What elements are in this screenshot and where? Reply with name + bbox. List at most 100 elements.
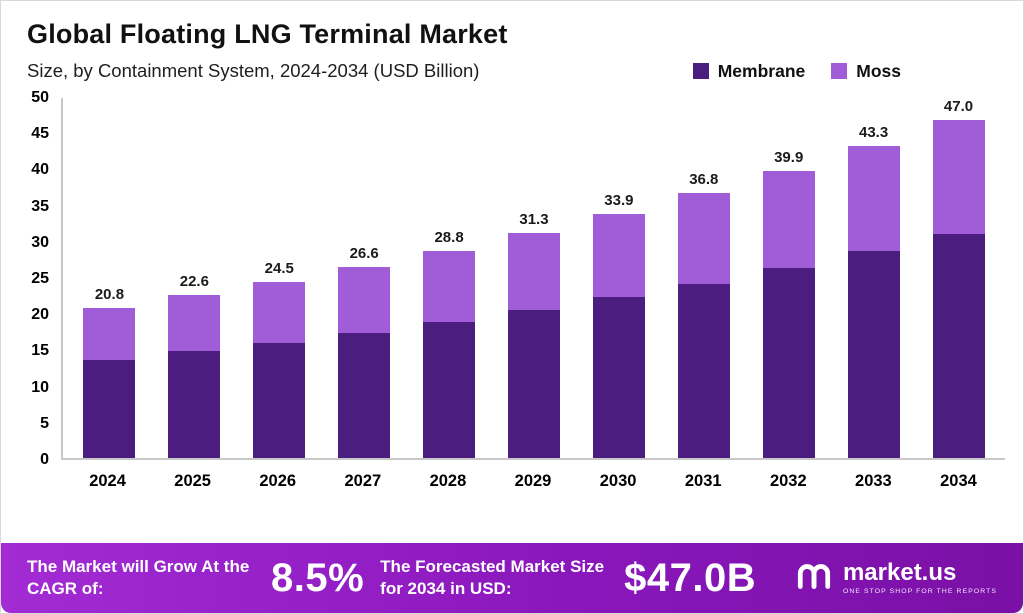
y-tick-label: 40 (31, 161, 49, 179)
header: Global Floating LNG Terminal Market Size… (1, 1, 1023, 82)
bar-segment-moss (762, 170, 815, 268)
bar-segment-membrane (932, 234, 985, 458)
market-us-logo-icon (795, 557, 833, 600)
bar-stack (253, 281, 306, 458)
bar-stack (677, 193, 730, 458)
footer-banner: The Market will Grow At the CAGR of: 8.5… (1, 543, 1023, 613)
bar-group: 24.5 (237, 98, 322, 458)
legend-item-membrane: Membrane (692, 60, 806, 82)
plot-area: 20.8 22.6 24.5 26.6 28.8 31.3 33.9 36.8 39.9 43.3… (61, 98, 1005, 460)
bar-value-label: 36.8 (689, 171, 719, 189)
bar-stack (932, 119, 985, 458)
bar-group: 28.8 (407, 98, 492, 458)
bar-stack (847, 146, 900, 458)
y-tick-label: 30 (31, 233, 49, 251)
cagr-value: 8.5% (271, 555, 365, 600)
bar-segment-membrane (168, 351, 221, 458)
bar-segment-moss (677, 193, 730, 284)
bar-value-label: 39.9 (774, 148, 804, 166)
y-tick-label: 25 (31, 270, 49, 287)
bar-segment-membrane (677, 283, 730, 458)
y-tick-label: 0 (40, 451, 49, 468)
forecast-value: $47.0B (624, 555, 757, 600)
bar-stack (423, 250, 476, 458)
bar-value-label: 22.6 (179, 273, 209, 291)
bar-stack (168, 295, 221, 458)
x-tick-label: 2032 (769, 472, 807, 490)
bar-segment-membrane (847, 251, 900, 458)
bar-segment-moss (932, 119, 985, 235)
bar-stack (762, 170, 815, 458)
bar-group: 26.6 (322, 98, 407, 458)
y-tick-label: 10 (31, 378, 49, 396)
bar-value-label: 24.5 (264, 259, 294, 277)
bar-stack (592, 213, 645, 458)
legend-item-moss: Moss (831, 61, 901, 82)
y-axis: 0 5 10 15 20 25 30 35 40 45 50 (13, 89, 61, 468)
bar-value-label: 20.8 (94, 286, 125, 304)
x-tick-label: 2027 (344, 472, 382, 490)
x-tick-label: 2028 (429, 472, 467, 490)
x-tick-label: 2031 (684, 472, 722, 490)
bar-value-label: 31.3 (519, 210, 549, 228)
x-tick-label: 2030 (599, 472, 637, 490)
bar-segment-moss (83, 308, 136, 361)
bar-group: 33.9 (576, 98, 661, 458)
y-tick-label: 35 (31, 197, 49, 215)
y-tick-label: 5 (40, 414, 49, 432)
forecast-label: The Forecasted Market Size for 2034 in U… (380, 556, 605, 598)
y-tick-label: 20 (31, 306, 49, 324)
legend: Membrane Moss (692, 60, 901, 82)
legend-swatch-membrane (692, 63, 709, 79)
brand: market.us ONE STOP SHOP FOR THE REPORTS (795, 557, 997, 600)
cagr-label: The Market will Grow At the CAGR of: (27, 556, 250, 598)
bar-group: 20.8 (67, 98, 152, 458)
legend-swatch-moss (831, 63, 848, 79)
bar-stack (338, 266, 391, 458)
bar-value-label: 28.8 (434, 228, 464, 246)
bar-group: 47.0 (916, 98, 1001, 458)
legend-label-membrane: Membrane (717, 60, 806, 81)
chart-subtitle: Size, by Containment System, 2024-2034 (… (27, 60, 480, 81)
brand-name: market.us (842, 559, 957, 586)
bar-segment-membrane (338, 332, 391, 458)
bar-group: 31.3 (492, 98, 577, 458)
x-tick-label: 2029 (514, 472, 552, 490)
bar-segment-moss (168, 295, 221, 352)
y-tick-label: 15 (31, 342, 49, 360)
legend-label-moss: Moss (856, 60, 901, 81)
x-tick-label: 2025 (174, 472, 211, 490)
x-tick-label: 2026 (259, 472, 297, 490)
bar-value-label: 47.0 (943, 97, 974, 115)
bar-segment-moss (253, 281, 306, 343)
bar-group: 36.8 (661, 98, 746, 458)
bar-stack (83, 308, 136, 458)
bar-value-label: 33.9 (604, 191, 634, 209)
bar-segment-moss (847, 146, 900, 252)
chart: 0 5 10 15 20 25 30 35 40 45 50 20.8 22.6 24.5 26.6 28.… (13, 89, 1005, 491)
bar-segment-membrane (423, 321, 476, 458)
bar-segment-membrane (762, 267, 815, 458)
bar-segment-moss (338, 266, 391, 333)
x-axis: 2024 2025 2026 2027 2028 2029 2030 2031 2032 2033… (61, 472, 1005, 491)
bar-segment-moss (507, 232, 560, 310)
x-tick-label: 2024 (89, 472, 126, 490)
bar-value-label: 26.6 (349, 244, 379, 262)
x-tick-label: 2034 (940, 472, 977, 490)
bar-group: 22.6 (152, 98, 237, 458)
y-tick-label: 50 (31, 89, 49, 106)
bar-group: 43.3 (831, 98, 916, 458)
bar-value-label: 43.3 (859, 124, 889, 142)
bar-segment-moss (423, 250, 476, 322)
bar-segment-membrane (592, 297, 645, 458)
bar-segment-moss (592, 213, 645, 298)
page-title: Global Floating LNG Terminal Market (27, 19, 508, 49)
bar-segment-membrane (507, 309, 560, 458)
y-tick-label: 45 (31, 125, 49, 143)
bar-stack (507, 232, 560, 458)
brand-tagline: ONE STOP SHOP FOR THE REPORTS (842, 588, 997, 595)
bar-segment-membrane (253, 342, 306, 458)
x-tick-label: 2033 (855, 472, 892, 490)
bar-group: 39.9 (746, 98, 831, 458)
